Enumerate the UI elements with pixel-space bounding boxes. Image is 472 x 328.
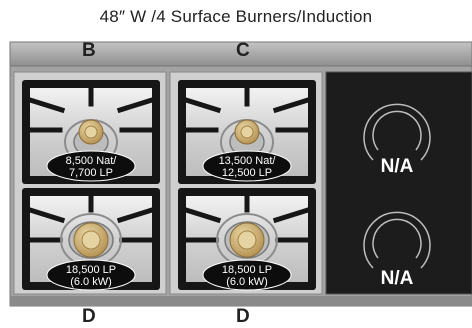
column-label-c: C: [236, 40, 250, 61]
column-label-d-right: D: [236, 306, 250, 327]
label-pill-b-bottom: [46, 259, 136, 291]
induction-zone-top: [363, 103, 431, 161]
label-pill-c-bottom: [202, 259, 292, 291]
induction-panel: [325, 71, 472, 295]
column-label-d-left: D: [82, 306, 96, 327]
column-label-b: B: [82, 40, 96, 61]
burner-c-bottom: [216, 213, 278, 267]
burner-b-bottom: [60, 213, 122, 267]
label-pill-b-top: [46, 150, 136, 182]
cooktop-front-rail: [10, 296, 472, 306]
induction-zone-bottom: [363, 211, 431, 269]
diagram-title: 48″ W /4 Surface Burners/Induction: [99, 7, 373, 26]
label-pill-c-top: [202, 150, 292, 182]
burner-b-top: [64, 119, 118, 165]
